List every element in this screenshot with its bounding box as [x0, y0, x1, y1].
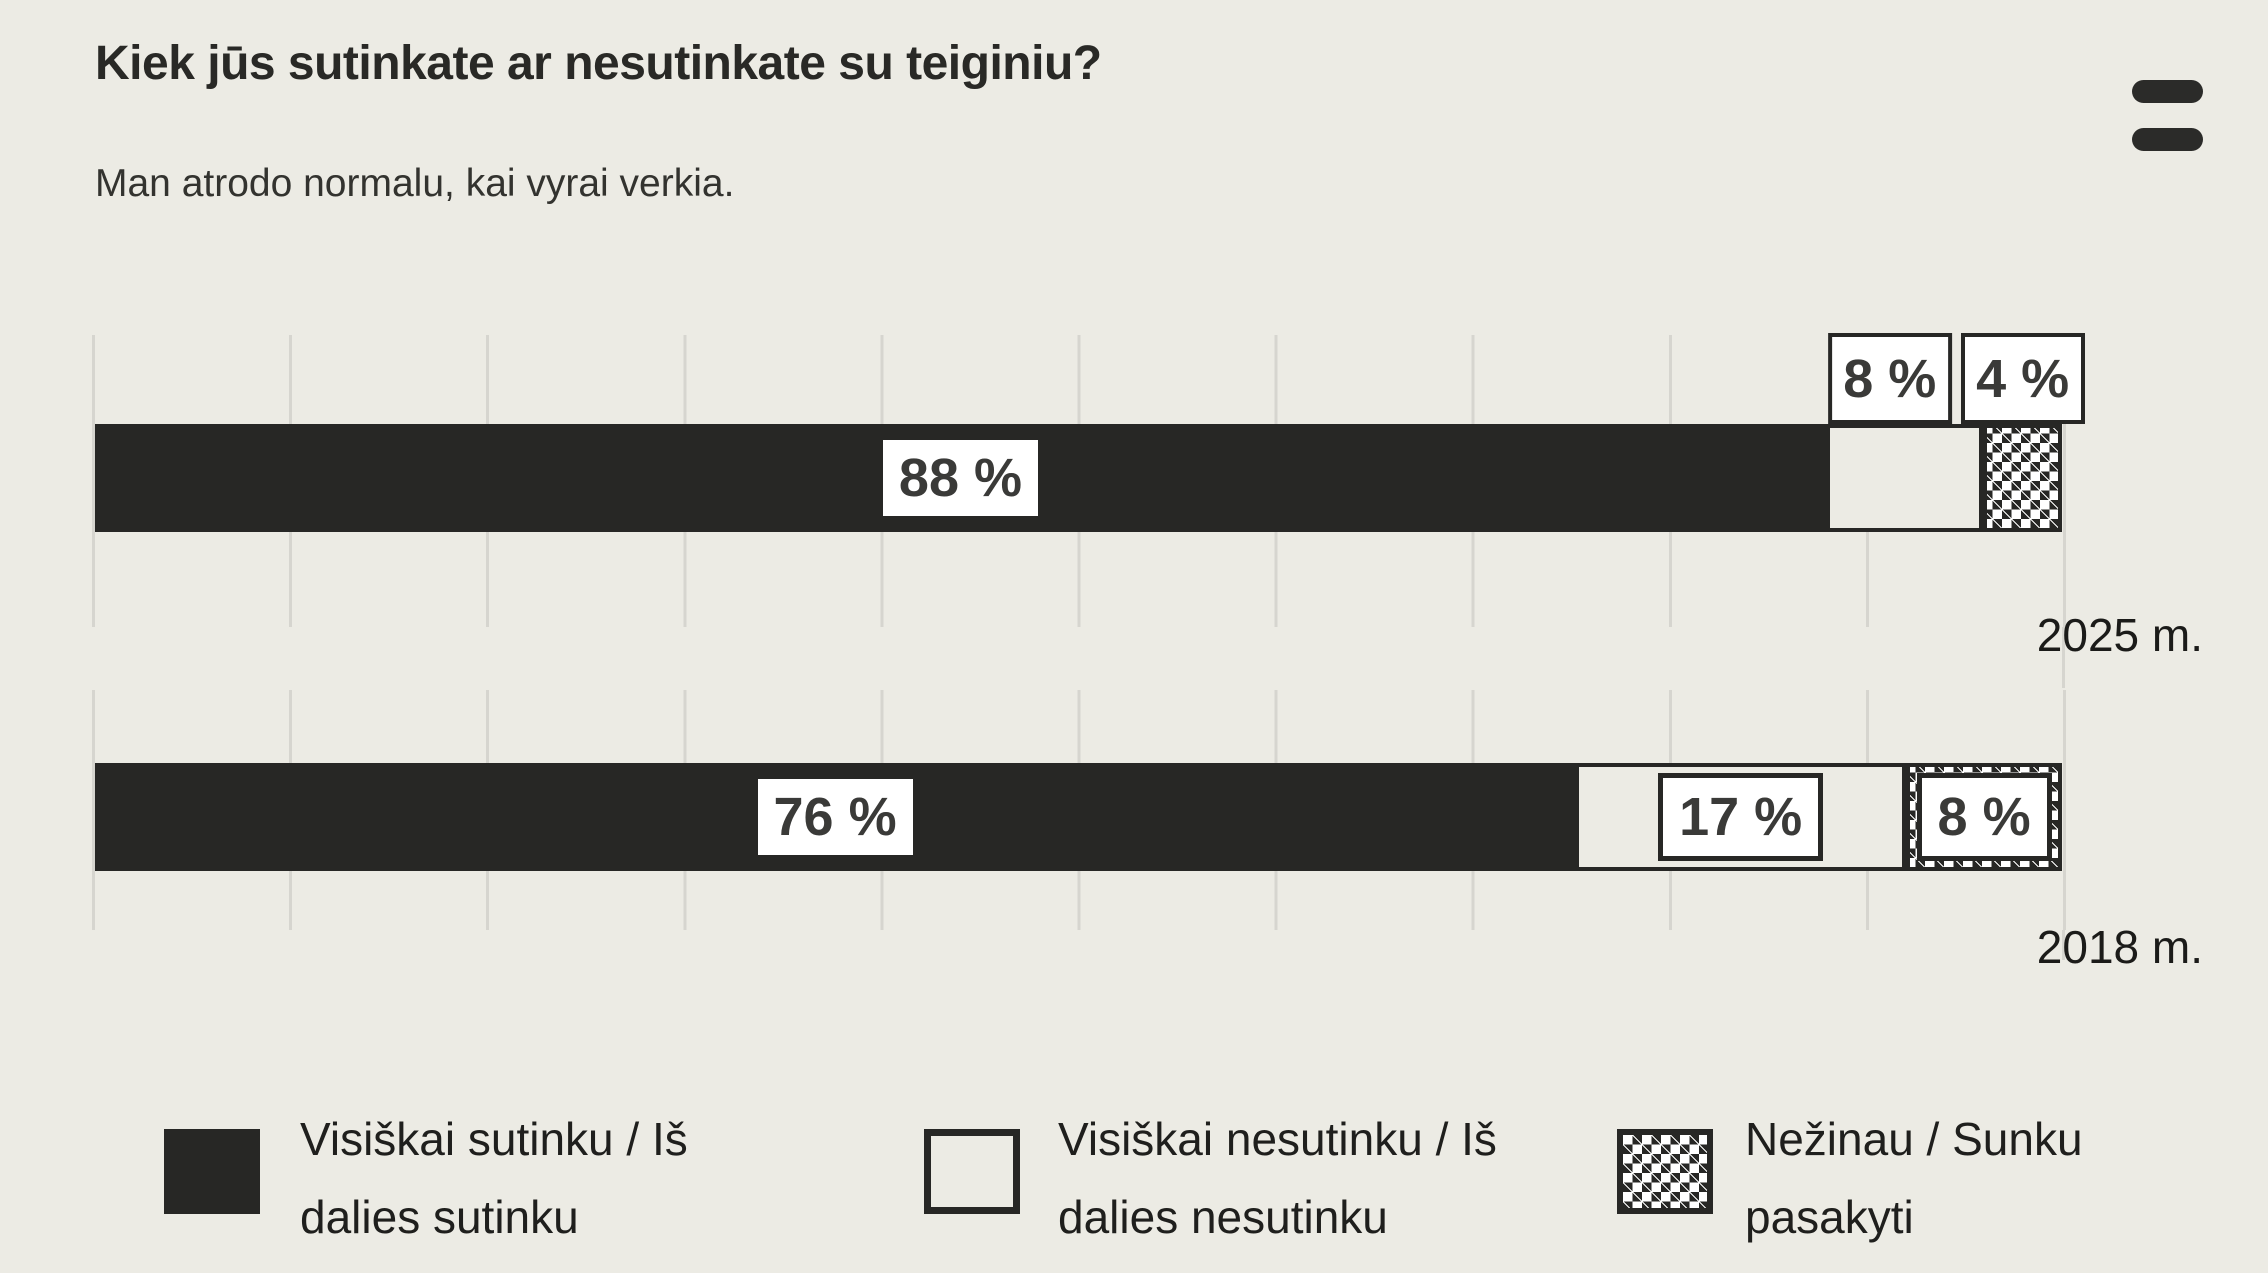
segment-dontknow-2018[interactable]: 8 %	[1906, 763, 2062, 871]
menu-bar-top	[2132, 80, 2203, 103]
value-label-dontknow-2018: 8 %	[1916, 773, 2052, 861]
value-label-dontknow-2025: 4 %	[1960, 333, 2085, 424]
segment-agree-2025[interactable]: 88 %	[95, 424, 1826, 532]
page-title: Kiek jūs sutinkate ar nesutinkate su tei…	[95, 37, 1102, 90]
segment-agree-2018[interactable]: 76 %	[95, 763, 1576, 871]
legend-label-disagree: Visiškai nesutinku / Iš dalies nesutinku	[1058, 1113, 1497, 1243]
segment-dontknow-2025[interactable]	[1983, 424, 2062, 532]
segment-disagree-2018[interactable]: 17 %	[1575, 763, 1907, 871]
segment-disagree-2025[interactable]	[1825, 424, 1984, 532]
gridline-100pct-tail-2018	[2062, 930, 2065, 960]
stacked-bar-2018: 76 % 17 % 8 %	[95, 763, 2062, 871]
plot-band-2018: 76 % 17 % 8 %	[92, 690, 2068, 930]
diamond-pattern-swatch	[1617, 1129, 1713, 1214]
stacked-bar-2025: 88 % 8 % 4 %	[95, 333, 2085, 532]
chart-subtitle: Man atrodo normalu, kai vyrai verkia.	[95, 162, 735, 205]
value-label-agree-2018: 76 %	[757, 779, 913, 855]
row-label-2018: 2018 m.	[2036, 921, 2203, 973]
value-label-agree-2025: 88 %	[882, 440, 1039, 516]
solid-dark-swatch	[164, 1129, 260, 1214]
gridline-100pct-tail-2025	[2062, 627, 2065, 688]
row-label-2025: 2025 m.	[2036, 609, 2203, 661]
plot-band-2025: 88 % 8 % 4 %	[92, 333, 2085, 627]
legend-label-agree: Visiškai sutinku / Iš dalies sutinku	[300, 1113, 688, 1243]
value-label-disagree-2018: 17 %	[1658, 773, 1824, 861]
value-label-disagree-2025: 8 %	[1827, 333, 1952, 424]
legend-label-dontknow: Nežinau / Sunku pasakyti	[1745, 1113, 2083, 1243]
hamburger-menu-icon[interactable]	[2132, 80, 2204, 152]
menu-bar-bottom	[2132, 128, 2203, 151]
outline-swatch	[924, 1129, 1020, 1214]
